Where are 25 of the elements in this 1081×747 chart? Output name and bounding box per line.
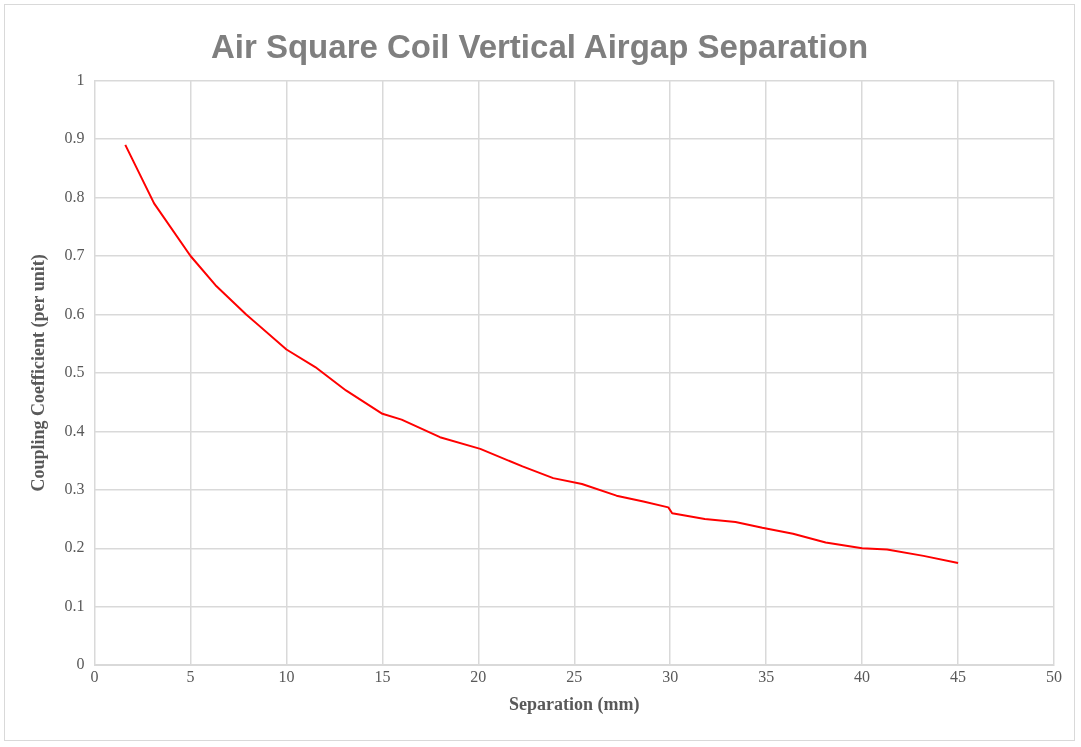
y-tick-label: 0.8	[64, 187, 85, 205]
x-axis-title: Separation (mm)	[509, 693, 640, 715]
y-tick-label: 0.3	[64, 480, 85, 498]
x-tick-label: 40	[854, 668, 871, 685]
x-tick-label: 10	[278, 668, 295, 685]
x-tick-label: 15	[374, 668, 391, 685]
y-tick-label: 0.7	[64, 246, 85, 264]
y-tick-label: 0.4	[64, 421, 85, 439]
y-tick-label: 0.5	[64, 363, 85, 381]
y-tick-label: 1	[76, 70, 85, 88]
x-tick-label: 5	[186, 668, 195, 685]
y-axis-title: Coupling Coefficient (per unit)	[28, 254, 50, 492]
x-tick-label: 20	[470, 668, 487, 685]
x-tick-label: 35	[758, 668, 775, 685]
chart-title: Air Square Coil Vertical Airgap Separation	[210, 27, 869, 65]
y-tick-label: 0.9	[64, 129, 85, 147]
y-tick-label: 0.6	[64, 304, 85, 322]
x-tick-label: 45	[950, 668, 967, 685]
x-tick-label: 25	[566, 668, 583, 685]
x-tick-label: 50	[1046, 668, 1062, 685]
y-tick-label: 0	[76, 655, 85, 673]
y-tick-label: 0.1	[64, 596, 85, 614]
y-tick-label: 0.2	[64, 538, 85, 556]
x-tick-label: 0	[90, 668, 99, 685]
x-tick-label: 30	[662, 668, 679, 685]
